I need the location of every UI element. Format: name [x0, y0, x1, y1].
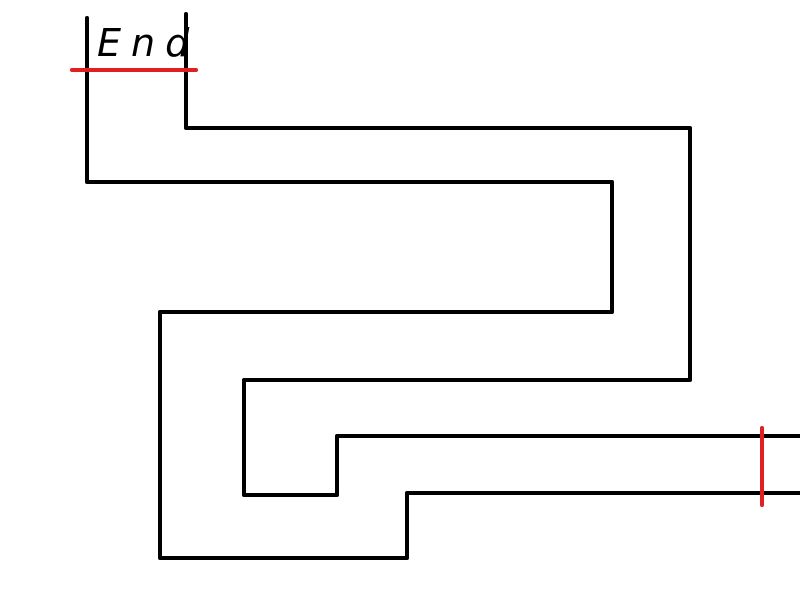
maze-wall-inner [85, 16, 800, 560]
end-label: End [97, 21, 199, 65]
maze-wall-outer [184, 12, 800, 497]
